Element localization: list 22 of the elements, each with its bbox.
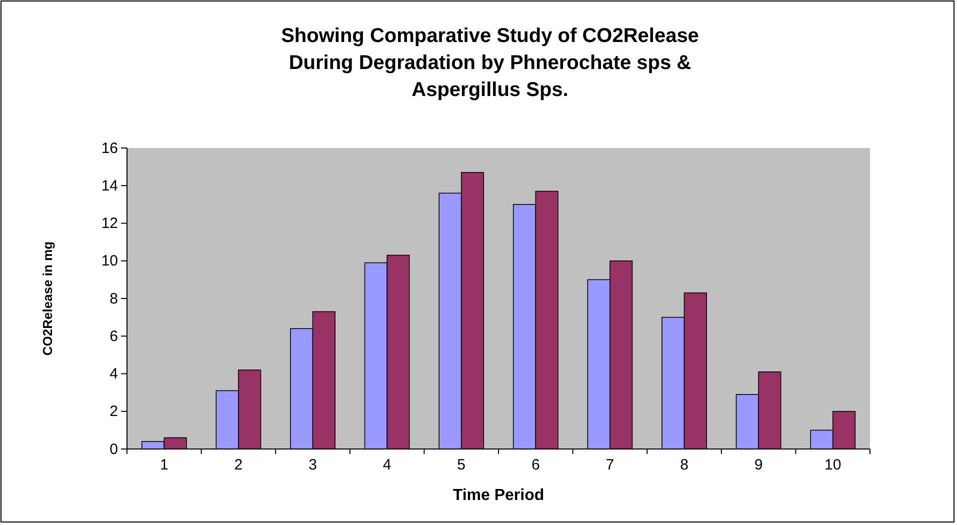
chart-title: Showing Comparative Study of CO2Release During Degradation by Phnerochate sps & Aspergillus Sps. xyxy=(281,25,699,101)
y-tick-label: 0 xyxy=(110,440,118,458)
x-axis-title: Time Period xyxy=(452,487,544,504)
y-tick-label: 12 xyxy=(101,215,118,232)
y-tick-label: 8 xyxy=(110,290,118,308)
y-tick-label: 4 xyxy=(110,366,118,383)
y-tick-label: 10 xyxy=(101,252,118,270)
x-tick-label: 4 xyxy=(382,456,392,474)
x-tick-label: 8 xyxy=(680,456,688,474)
y-tick-label: 6 xyxy=(110,328,118,345)
x-tick-label: 9 xyxy=(754,456,763,474)
x-tick-label: 7 xyxy=(606,456,614,474)
x-tick-label: 10 xyxy=(824,456,842,474)
x-tick-label: 3 xyxy=(308,456,317,474)
y-tick-label: 16 xyxy=(101,140,118,157)
y-tick-label: 14 xyxy=(101,177,118,194)
y-tick-label: 2 xyxy=(110,403,118,420)
x-tick-label: 5 xyxy=(457,456,466,474)
x-tick-label: 6 xyxy=(531,456,540,474)
x-tick-label: 2 xyxy=(234,456,243,474)
x-tick-label: 1 xyxy=(160,456,168,474)
y-axis-title: CO2Release in mg xyxy=(40,241,55,356)
